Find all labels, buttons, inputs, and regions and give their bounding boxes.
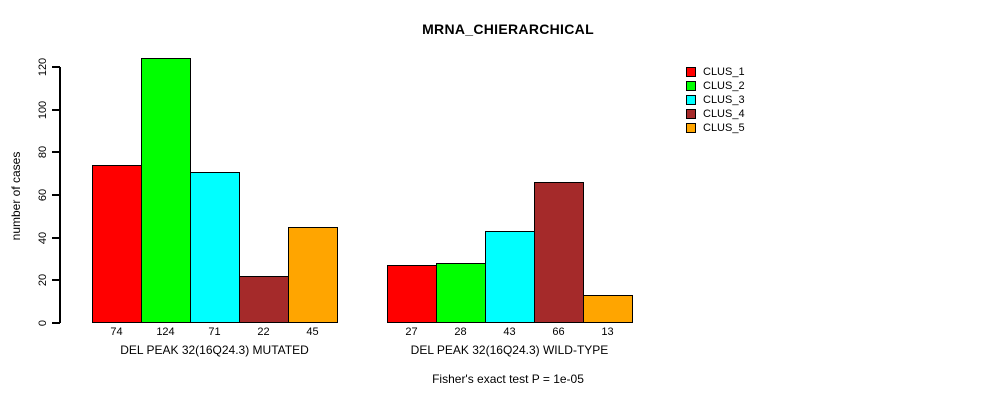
- bar-value-label: 27: [405, 326, 418, 338]
- y-tick-mark: [52, 236, 60, 239]
- y-tick-mark: [52, 279, 60, 282]
- y-tick-label: 120: [37, 57, 49, 77]
- legend-swatch-icon: [686, 80, 696, 91]
- legend-item-clus_1: CLUS_1: [686, 65, 745, 78]
- y-tick-mark: [52, 322, 60, 324]
- y-tick-label: 20: [37, 274, 49, 287]
- bar-clus_4-group0: [239, 276, 289, 323]
- y-tick-mark: [52, 108, 60, 111]
- bar-value-label: 22: [257, 326, 270, 338]
- legend-item-clus_4: CLUS_4: [686, 107, 745, 120]
- y-tick-mark: [52, 194, 60, 196]
- legend-label: CLUS_5: [703, 121, 745, 134]
- y-tick-label: 100: [37, 100, 49, 119]
- bar-value-label: 13: [601, 326, 614, 338]
- group-label-wild-type: DEL PEAK 32(16Q24.3) WILD-TYPE: [410, 343, 609, 357]
- bar-clus_3-group0: [190, 171, 240, 323]
- bar-value-label: 71: [208, 326, 221, 338]
- legend-item-clus_3: CLUS_3: [686, 93, 745, 106]
- legend: CLUS_1 CLUS_2 CLUS_3 CLUS_4 CLUS_5: [686, 65, 745, 135]
- chart-title: MRNA_CHIERARCHICAL: [422, 21, 594, 37]
- bar-value-label: 28: [454, 326, 467, 338]
- bar-value-label: 43: [503, 326, 516, 338]
- legend-label: CLUS_2: [703, 79, 745, 92]
- bar-clus_4-group1: [534, 182, 584, 323]
- y-axis-line: [59, 67, 61, 323]
- bar-value-label: 66: [552, 326, 565, 338]
- legend-swatch-icon: [686, 108, 696, 119]
- legend-item-clus_2: CLUS_2: [686, 79, 745, 92]
- bar-clus_5-group1: [583, 295, 633, 323]
- y-tick-label: 60: [37, 188, 49, 202]
- y-tick-label: 80: [37, 146, 49, 159]
- bar-clus_1-group0: [92, 165, 142, 323]
- legend-swatch-icon: [686, 94, 696, 105]
- bar-clus_1-group1: [387, 265, 437, 323]
- legend-item-clus_5: CLUS_5: [686, 121, 745, 134]
- bar-clus_5-group0: [288, 227, 338, 323]
- bar-value-label: 74: [110, 326, 123, 338]
- bar-value-label: 124: [156, 326, 175, 338]
- bar-clus_2-group1: [436, 263, 486, 323]
- legend-swatch-icon: [686, 122, 696, 133]
- bar-clus_2-group0: [141, 58, 191, 323]
- y-tick-label: 0: [37, 319, 49, 327]
- y-tick-label: 40: [37, 231, 49, 244]
- bar-clus_3-group1: [485, 231, 535, 323]
- y-tick-mark: [52, 66, 60, 68]
- legend-label: CLUS_3: [703, 93, 745, 106]
- fisher-test-annotation: Fisher's exact test P = 1e-05: [432, 372, 584, 386]
- y-tick-mark: [52, 151, 60, 154]
- group-label-mutated: DEL PEAK 32(16Q24.3) MUTATED: [120, 343, 309, 357]
- bar-value-label: 45: [306, 326, 319, 338]
- legend-swatch-icon: [686, 66, 696, 77]
- y-axis-label: number of cases: [9, 151, 23, 241]
- legend-label: CLUS_1: [703, 65, 745, 78]
- legend-label: CLUS_4: [703, 107, 745, 120]
